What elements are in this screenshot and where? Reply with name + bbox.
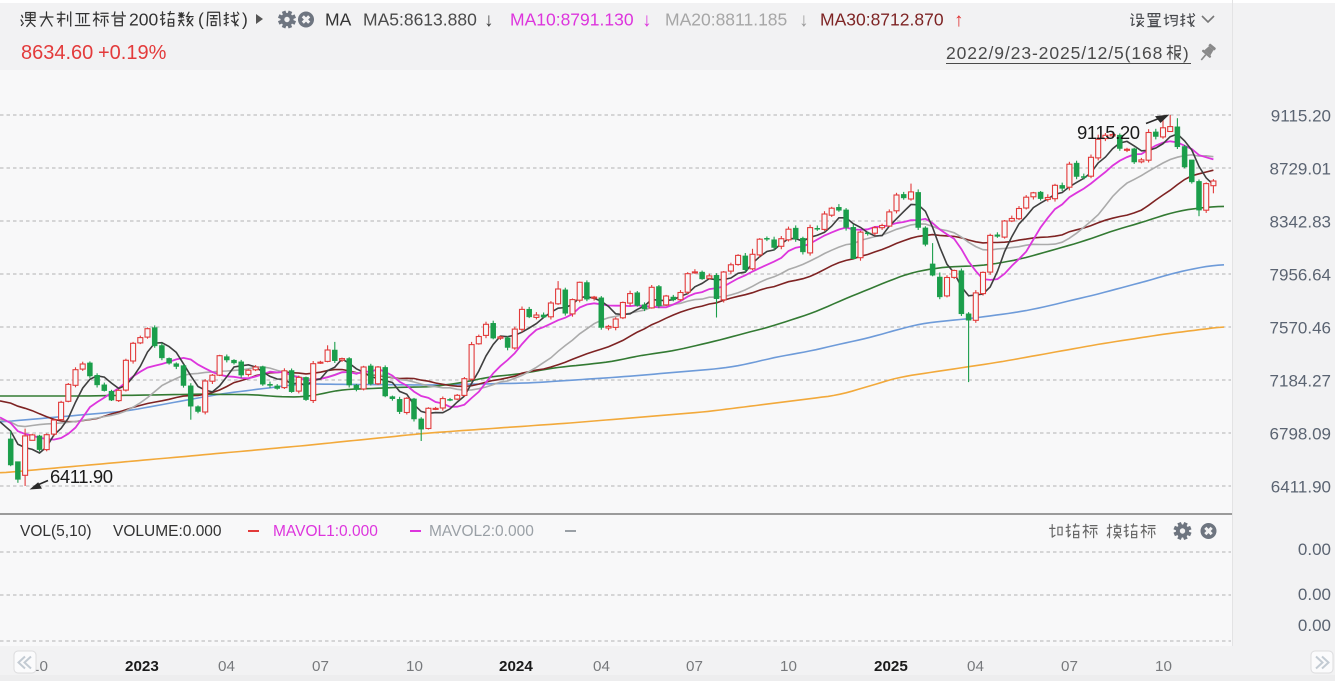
- svg-text:6411.90: 6411.90: [1271, 478, 1331, 497]
- svg-text:MA5:8613.880: MA5:8613.880: [363, 10, 477, 30]
- svg-text:MA30:8712.870: MA30:8712.870: [820, 10, 944, 30]
- svg-text:07: 07: [686, 658, 703, 675]
- svg-text:MA10:8791.130: MA10:8791.130: [510, 10, 634, 30]
- svg-text:): ): [1183, 44, 1189, 63]
- svg-text:MAVOL2:0.000: MAVOL2:0.000: [429, 523, 534, 540]
- svg-text:MA: MA: [325, 10, 352, 30]
- svg-text:04: 04: [593, 658, 610, 675]
- svg-text:6798.09: 6798.09: [1270, 425, 1331, 444]
- svg-text:↓: ↓: [484, 10, 494, 31]
- svg-text:2025: 2025: [874, 658, 908, 675]
- svg-text:MA20:8811.185: MA20:8811.185: [665, 10, 787, 30]
- svg-text:↓: ↓: [642, 10, 652, 31]
- svg-text:↓: ↓: [799, 10, 809, 31]
- svg-text:): ): [242, 10, 248, 30]
- svg-text:2024: 2024: [499, 658, 533, 675]
- svg-text:VOLUME:0.000: VOLUME:0.000: [113, 523, 222, 540]
- svg-text:07: 07: [1061, 658, 1078, 675]
- svg-text:9115.20: 9115.20: [1077, 122, 1140, 143]
- svg-text:MAVOL1:0.000: MAVOL1:0.000: [273, 523, 378, 540]
- svg-text:2022/9/23-2025/12/5(168: 2022/9/23-2025/12/5(168: [946, 43, 1163, 63]
- svg-text:8342.83: 8342.83: [1270, 213, 1331, 232]
- svg-text:VOL(5,10): VOL(5,10): [20, 523, 92, 540]
- svg-text:+0.19%: +0.19%: [98, 42, 167, 64]
- svg-text:0.00: 0.00: [1298, 616, 1331, 635]
- svg-text:10: 10: [780, 658, 797, 675]
- svg-text:↑: ↑: [954, 10, 964, 31]
- svg-text:07: 07: [312, 658, 329, 675]
- svg-text:04: 04: [218, 658, 235, 675]
- svg-text:8729.01: 8729.01: [1270, 160, 1331, 179]
- svg-text:(: (: [198, 10, 204, 30]
- svg-text:2023: 2023: [125, 658, 159, 675]
- svg-text:0.00: 0.00: [1298, 585, 1331, 604]
- svg-text:04: 04: [967, 658, 984, 675]
- svg-text:7956.64: 7956.64: [1270, 266, 1331, 285]
- svg-text:7184.27: 7184.27: [1270, 372, 1331, 391]
- svg-text:6411.90: 6411.90: [50, 466, 113, 487]
- svg-text:7570.46: 7570.46: [1270, 319, 1331, 338]
- svg-text:200: 200: [129, 10, 158, 30]
- svg-text:8634.60: 8634.60: [21, 42, 93, 64]
- svg-text:10: 10: [1155, 658, 1172, 675]
- svg-text:10: 10: [406, 658, 423, 675]
- svg-text:0.00: 0.00: [1298, 540, 1331, 559]
- svg-text:9115.20: 9115.20: [1271, 107, 1331, 126]
